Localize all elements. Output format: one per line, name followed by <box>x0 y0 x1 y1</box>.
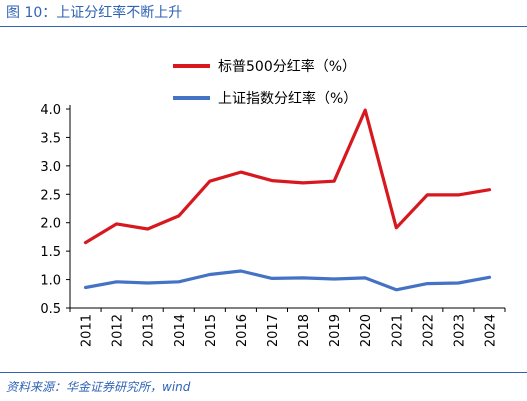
source-note: 资料来源：华金证券研究所，wind <box>6 380 191 394</box>
title-rule <box>0 26 527 27</box>
y-tick-label: 2.0 <box>40 217 61 232</box>
legend-label-1: 标普500分红率（%） <box>218 58 356 75</box>
figure-title: 图 10：上证分红率不断上升 <box>6 5 183 21</box>
chart-axes <box>66 105 506 312</box>
y-tick-label: 2.5 <box>40 188 61 203</box>
x-tick-label: 2016 <box>235 314 250 347</box>
x-tick-label: 2013 <box>142 314 157 347</box>
y-tick-label: 3.5 <box>40 131 61 146</box>
x-tick-label: 2020 <box>359 314 374 347</box>
chart-legend: 标普500分红率（%） 上证指数分红率（%） <box>173 58 357 107</box>
x-tick-label: 2012 <box>111 314 126 347</box>
x-tick-label: 2018 <box>297 314 312 347</box>
legend-label-2: 上证指数分红率（%） <box>218 90 357 107</box>
series-lines <box>83 108 492 292</box>
y-tick-label: 1.0 <box>40 274 61 289</box>
x-tick-label: 2021 <box>390 314 405 347</box>
x-tick-label: 2014 <box>173 314 188 347</box>
x-tick-label: 2024 <box>483 314 498 347</box>
y-tick-label: 0.5 <box>40 302 61 317</box>
x-tick-label: 2019 <box>328 314 343 347</box>
x-tick-label: 2022 <box>421 314 436 347</box>
x-tick-label: 2011 <box>80 314 95 347</box>
y-tick-labels: 4.0 3.5 3.0 2.5 2.0 1.5 1.0 0.5 <box>40 103 61 317</box>
y-tick-label: 4.0 <box>40 103 61 118</box>
y-tick-label: 3.0 <box>40 160 61 175</box>
series-line-1 <box>83 108 492 245</box>
x-tick-labels: 2011 2012 2013 2014 2015 2016 2017 2018 2019 2020… <box>80 314 499 347</box>
x-tick-label: 2015 <box>204 314 219 347</box>
series-line-2 <box>83 269 492 292</box>
x-tick-label: 2023 <box>452 314 467 347</box>
y-tick-label: 1.5 <box>40 245 61 260</box>
source-rule <box>0 372 527 373</box>
x-tick-label: 2017 <box>266 314 281 347</box>
